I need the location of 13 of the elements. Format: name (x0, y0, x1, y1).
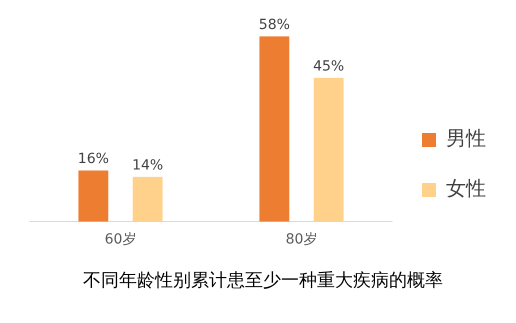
bar (259, 36, 290, 222)
bar (314, 78, 344, 222)
x-tick-label: 60岁 (104, 232, 136, 248)
legend-label: 男性 (446, 126, 486, 150)
data-label: 45% (313, 58, 344, 75)
x-tick-label: 80岁 (286, 232, 318, 248)
text: 不同年龄性别累计患至少一种重大疾病的概率 (83, 270, 443, 291)
legend-label: 女性 (446, 176, 486, 200)
data-label: 58% (258, 17, 290, 34)
bar (132, 176, 163, 222)
bar (78, 170, 108, 222)
data-label: 16% (78, 151, 109, 168)
data-label: 14% (132, 158, 164, 174)
